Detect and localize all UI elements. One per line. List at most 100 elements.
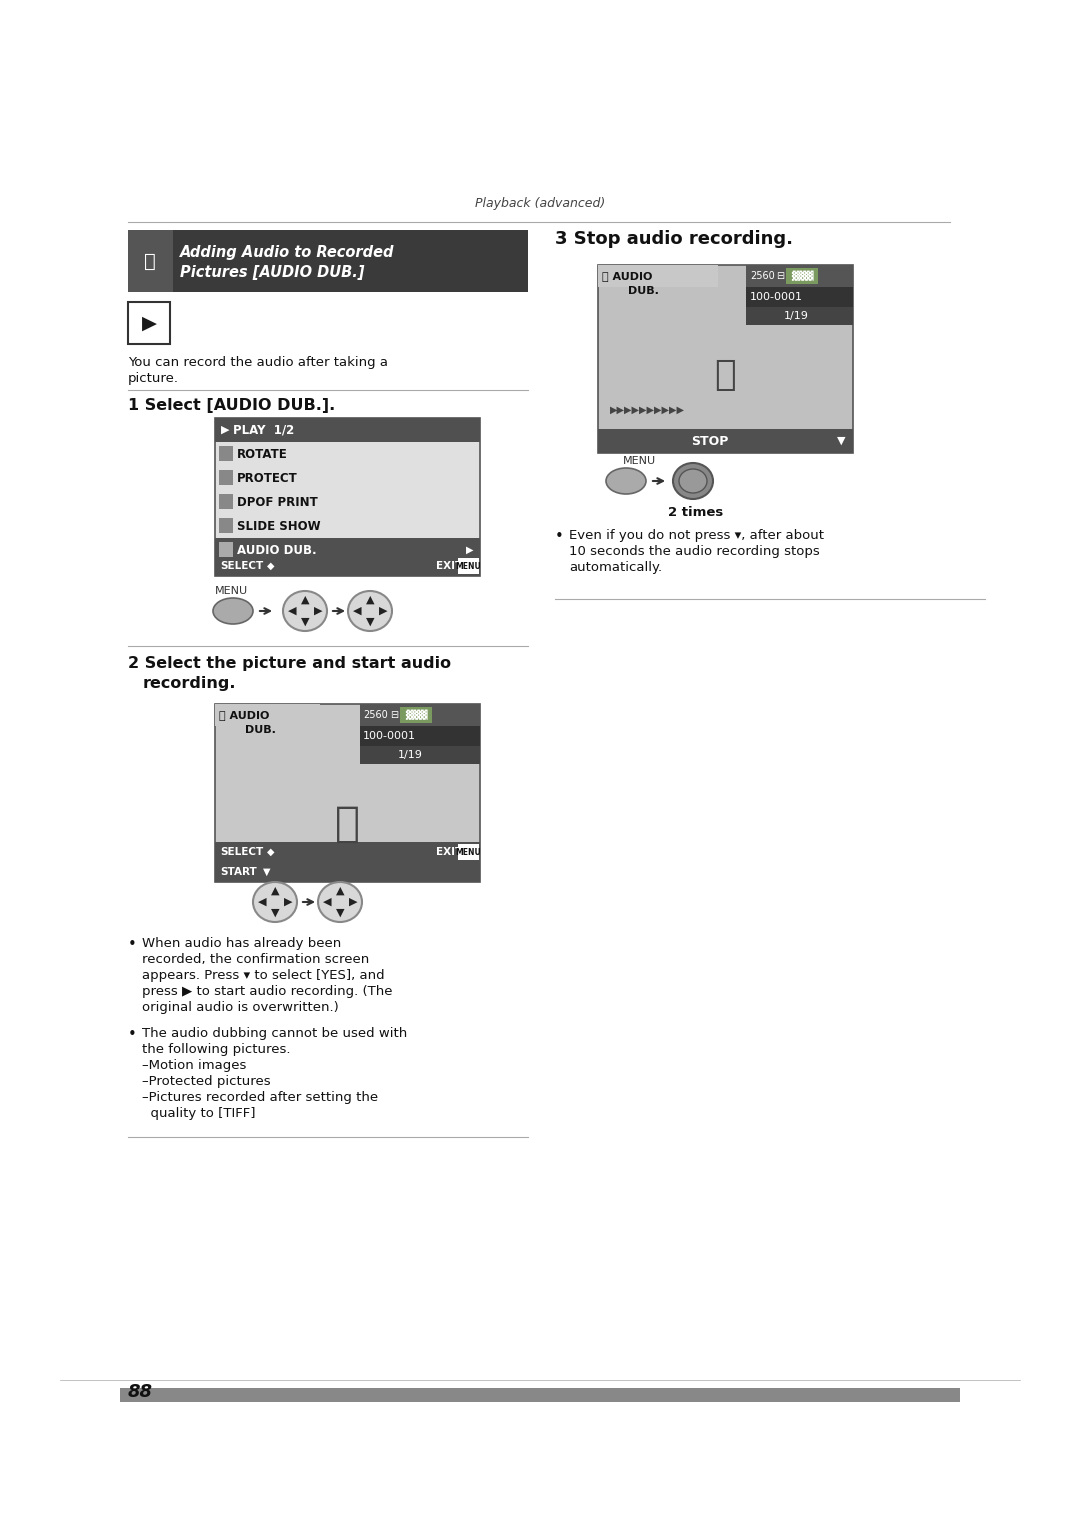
- Text: PLAY  1/2: PLAY 1/2: [233, 424, 294, 436]
- Text: ▼: ▼: [366, 617, 375, 627]
- Text: 2560: 2560: [363, 710, 388, 720]
- Text: Playback (advanced): Playback (advanced): [475, 197, 605, 211]
- Text: ▼: ▼: [837, 436, 846, 446]
- Text: 1/19: 1/19: [397, 749, 422, 760]
- Bar: [400, 707, 432, 723]
- Bar: [786, 269, 818, 284]
- Bar: [360, 726, 480, 746]
- Text: ▲: ▲: [366, 595, 375, 604]
- Text: automatically.: automatically.: [569, 562, 662, 574]
- Text: MENU: MENU: [455, 847, 481, 856]
- Bar: [215, 539, 480, 562]
- Text: DUB.: DUB.: [245, 725, 275, 736]
- Text: AUDIO DUB.: AUDIO DUB.: [237, 543, 316, 557]
- Bar: [215, 842, 480, 862]
- Text: Even if you do not press ▾, after about: Even if you do not press ▾, after about: [569, 530, 824, 542]
- Text: ▶: ▶: [284, 897, 293, 906]
- Text: ▲: ▲: [336, 887, 345, 896]
- Text: 88: 88: [129, 1383, 153, 1401]
- Text: ▶: ▶: [349, 897, 357, 906]
- Text: ▶: ▶: [467, 545, 474, 555]
- Bar: [360, 703, 480, 726]
- Text: ROTATE: ROTATE: [237, 447, 287, 461]
- Ellipse shape: [283, 591, 327, 630]
- Text: 1/19: 1/19: [784, 311, 809, 320]
- Text: DPOF PRINT: DPOF PRINT: [237, 496, 318, 508]
- Text: 🎙: 🎙: [335, 803, 360, 845]
- Text: 2560: 2560: [750, 272, 774, 281]
- Text: ▲: ▲: [271, 887, 280, 896]
- Text: ▲: ▲: [300, 595, 309, 604]
- Bar: [215, 418, 480, 443]
- Bar: [360, 746, 480, 765]
- Text: The audio dubbing cannot be used with: The audio dubbing cannot be used with: [141, 1027, 407, 1041]
- Text: MENU: MENU: [455, 562, 481, 571]
- Bar: [746, 287, 853, 307]
- Text: ▶: ▶: [314, 606, 322, 617]
- Text: 2 Select the picture and start audio: 2 Select the picture and start audio: [129, 656, 451, 671]
- Bar: [129, 230, 528, 291]
- Ellipse shape: [679, 468, 707, 493]
- Text: ◆: ◆: [267, 562, 274, 571]
- Bar: [598, 429, 853, 453]
- Bar: [598, 266, 853, 453]
- Text: 🎙: 🎙: [144, 252, 156, 270]
- Text: –Motion images: –Motion images: [141, 1059, 246, 1071]
- Text: ◀: ◀: [323, 897, 332, 906]
- Text: SLIDE SHOW: SLIDE SHOW: [237, 519, 321, 533]
- Bar: [215, 703, 320, 726]
- Text: quality to [TIFF]: quality to [TIFF]: [141, 1106, 256, 1120]
- Ellipse shape: [213, 598, 253, 624]
- Text: 100-0001: 100-0001: [363, 731, 416, 742]
- Bar: [219, 517, 233, 533]
- Text: ▓▓▓: ▓▓▓: [405, 710, 428, 720]
- Text: ▼: ▼: [336, 908, 345, 919]
- Text: •: •: [555, 530, 564, 543]
- Bar: [219, 470, 233, 485]
- Text: –Protected pictures: –Protected pictures: [141, 1074, 271, 1088]
- Text: EXIT: EXIT: [436, 562, 462, 571]
- Text: Pictures [AUDIO DUB.]: Pictures [AUDIO DUB.]: [180, 266, 364, 279]
- Bar: [215, 555, 480, 575]
- Text: –Pictures recorded after setting the: –Pictures recorded after setting the: [141, 1091, 378, 1103]
- Text: 3 Stop audio recording.: 3 Stop audio recording.: [555, 230, 793, 249]
- Text: the following pictures.: the following pictures.: [141, 1042, 291, 1056]
- Bar: [129, 230, 173, 291]
- Text: PROTECT: PROTECT: [237, 472, 298, 484]
- Text: recorded, the confirmation screen: recorded, the confirmation screen: [141, 954, 369, 966]
- Ellipse shape: [673, 462, 713, 499]
- Ellipse shape: [318, 882, 362, 922]
- Text: 🎙 AUDIO: 🎙 AUDIO: [602, 272, 652, 281]
- Bar: [458, 844, 480, 861]
- Text: 1 Select [AUDIO DUB.].: 1 Select [AUDIO DUB.].: [129, 398, 335, 414]
- Text: EXIT: EXIT: [436, 847, 462, 858]
- Bar: [120, 1389, 960, 1402]
- Text: original audio is overwritten.): original audio is overwritten.): [141, 1001, 339, 1013]
- Text: ▼: ▼: [264, 867, 270, 877]
- Text: 10 seconds the audio recording stops: 10 seconds the audio recording stops: [569, 545, 820, 559]
- Text: ▶: ▶: [141, 313, 157, 333]
- Text: appears. Press ▾ to select [YES], and: appears. Press ▾ to select [YES], and: [141, 969, 384, 983]
- Text: You can record the audio after taking a: You can record the audio after taking a: [129, 356, 388, 369]
- Text: recording.: recording.: [143, 676, 237, 691]
- Bar: [219, 542, 233, 557]
- Text: •: •: [129, 937, 137, 952]
- Bar: [426, 559, 478, 574]
- Text: Adding Audio to Recorded: Adding Audio to Recorded: [180, 246, 394, 259]
- Text: 2 times: 2 times: [669, 507, 724, 519]
- Text: ▶▶▶▶▶▶▶▶▶▶: ▶▶▶▶▶▶▶▶▶▶: [610, 404, 685, 415]
- Text: ▼: ▼: [300, 617, 309, 627]
- Text: picture.: picture.: [129, 372, 179, 385]
- Text: DUB.: DUB.: [627, 285, 659, 296]
- Bar: [746, 266, 853, 287]
- Text: ◀: ◀: [287, 606, 296, 617]
- Text: ◀: ◀: [258, 897, 267, 906]
- Text: press ▶ to start audio recording. (The: press ▶ to start audio recording. (The: [141, 984, 392, 998]
- Ellipse shape: [348, 591, 392, 630]
- Text: MENU: MENU: [623, 456, 657, 465]
- Text: •: •: [129, 1027, 137, 1042]
- Bar: [215, 862, 480, 882]
- Text: ⊟: ⊟: [777, 272, 784, 281]
- Text: 100-0001: 100-0001: [750, 291, 804, 302]
- Text: ▓▓▓: ▓▓▓: [791, 270, 813, 281]
